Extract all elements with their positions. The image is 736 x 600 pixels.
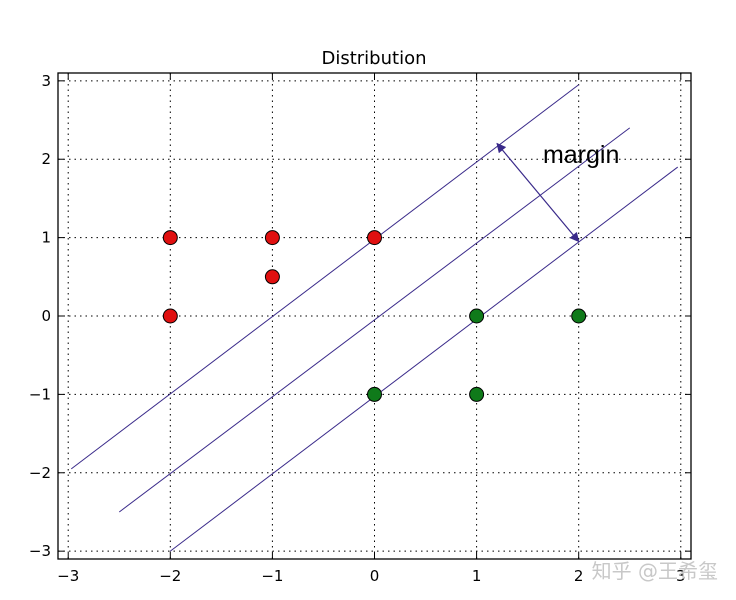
red-point <box>162 230 178 246</box>
x-tick-label: −1 <box>261 567 283 585</box>
x-tick-label: 0 <box>370 567 380 585</box>
upper-margin-line <box>70 84 579 470</box>
x-tick-label: −2 <box>159 567 181 585</box>
axis-ticks: −3 −2 −1 0 1 2 3 −3 −2 −1 0 1 2 3 <box>29 72 691 585</box>
green-point <box>469 386 485 402</box>
margin-arrow <box>496 142 580 243</box>
y-tick-label: 0 <box>41 307 51 325</box>
x-tick-label: 1 <box>472 567 482 585</box>
red-point <box>264 230 280 246</box>
red-point <box>162 308 178 324</box>
margin-annotation: margin <box>496 141 619 243</box>
y-tick-label: 2 <box>41 150 51 168</box>
y-tick-label: −1 <box>29 385 51 403</box>
green-point <box>469 308 485 324</box>
y-tick-label: 3 <box>41 72 51 90</box>
y-tick-label: −3 <box>29 542 51 560</box>
y-tick-label: −2 <box>29 464 51 482</box>
margin-label: margin <box>543 141 619 169</box>
green-point <box>367 386 382 402</box>
data-points <box>162 230 587 402</box>
watermark: 知乎 @王希玺 <box>592 559 718 583</box>
x-tick-label: 3 <box>676 567 686 585</box>
chart-title: Distribution <box>321 48 426 69</box>
x-tick-label: 2 <box>574 567 584 585</box>
red-point <box>367 230 382 246</box>
y-tick-label: 1 <box>41 229 51 247</box>
decision-boundary-line <box>118 127 631 513</box>
red-point <box>264 269 280 285</box>
x-tick-label: −3 <box>57 567 79 585</box>
lower-margin-line <box>170 166 679 552</box>
green-point <box>571 308 587 324</box>
